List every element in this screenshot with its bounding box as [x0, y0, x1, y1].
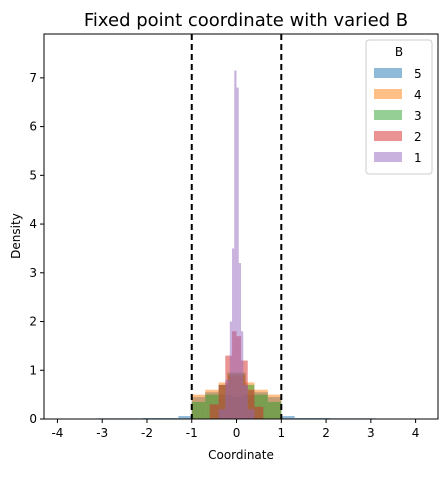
legend-label: 1	[414, 151, 422, 165]
y-tick-label: 4	[29, 217, 37, 231]
x-tick-label: 1	[277, 426, 285, 440]
legend: B5 4 3 2 1	[366, 40, 432, 174]
histogram-bar	[237, 88, 239, 419]
y-tick-label: 5	[29, 168, 37, 182]
x-tick-label: 3	[367, 426, 375, 440]
x-tick-label: 2	[322, 426, 330, 440]
histogram-bar	[254, 407, 263, 419]
x-tick-label: 0	[233, 426, 241, 440]
histogram-bar	[232, 248, 234, 419]
chart-title: Fixed point coordinate with varied B	[84, 10, 408, 31]
histogram-bar	[230, 322, 232, 419]
y-tick-label: 0	[29, 412, 37, 426]
x-tick-label: 4	[412, 426, 420, 440]
y-tick-label: 2	[29, 315, 37, 329]
legend-swatch	[374, 89, 402, 99]
legend-label: 4	[414, 88, 422, 102]
x-tick-label: -2	[141, 426, 153, 440]
y-tick-label: 6	[29, 120, 37, 134]
legend-swatch	[374, 131, 402, 141]
histogram-bar	[268, 402, 281, 419]
y-tick-label: 7	[29, 71, 37, 85]
legend-label: 2	[414, 130, 422, 144]
y-tick-label: 1	[29, 363, 37, 377]
legend-swatch	[374, 110, 402, 120]
histogram-bar	[239, 263, 241, 419]
x-tick-label: -1	[186, 426, 198, 440]
legend-swatch	[374, 152, 402, 162]
histogram-bar	[219, 409, 226, 419]
legend-label: 5	[414, 67, 422, 81]
legend-label: 3	[414, 109, 422, 123]
histogram-bar	[225, 380, 229, 419]
histogram-bar	[248, 409, 255, 419]
bars-layer	[53, 71, 420, 419]
histogram-bar	[210, 404, 219, 419]
y-tick-label: 3	[29, 266, 37, 280]
x-tick-label: -4	[51, 426, 63, 440]
histogram-bar	[192, 402, 205, 419]
histogram-bar	[241, 331, 243, 419]
histogram-bar	[234, 71, 236, 419]
histogram-bar	[243, 385, 247, 419]
legend-swatch	[374, 68, 402, 78]
x-axis-label: Coordinate	[208, 448, 274, 462]
x-tick-label: -3	[96, 426, 108, 440]
series-1	[219, 71, 255, 419]
y-axis-label: Density	[9, 213, 23, 259]
legend-title: B	[395, 45, 403, 59]
